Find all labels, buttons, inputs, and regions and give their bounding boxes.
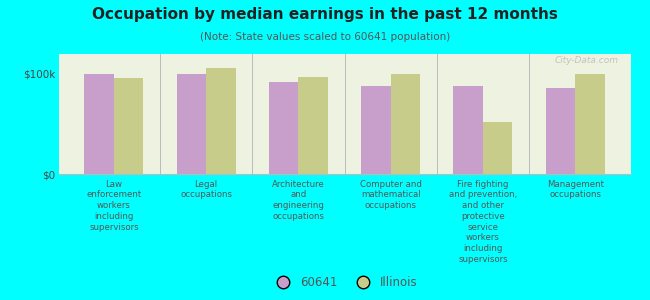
Bar xyxy=(391,74,420,174)
Bar xyxy=(114,78,144,174)
Bar xyxy=(483,122,512,174)
Legend: 60641, Illinois: 60641, Illinois xyxy=(267,272,422,294)
Bar xyxy=(177,74,206,174)
Bar xyxy=(453,86,483,174)
Bar xyxy=(84,74,114,174)
Bar xyxy=(575,74,604,174)
Bar xyxy=(269,82,298,174)
Text: Occupation by median earnings in the past 12 months: Occupation by median earnings in the pas… xyxy=(92,8,558,22)
Bar xyxy=(545,88,575,174)
Text: (Note: State values scaled to 60641 population): (Note: State values scaled to 60641 popu… xyxy=(200,32,450,41)
Bar xyxy=(361,86,391,174)
Bar xyxy=(206,68,236,174)
Text: City-Data.com: City-Data.com xyxy=(555,56,619,65)
Bar xyxy=(298,77,328,174)
